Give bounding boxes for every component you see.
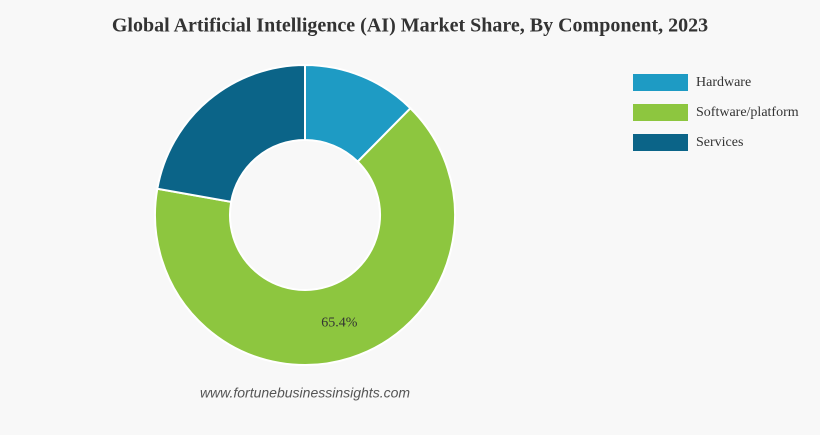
legend-swatch xyxy=(633,104,688,121)
data-label: 65.4% xyxy=(321,315,358,330)
slice xyxy=(154,106,456,366)
legend-swatch xyxy=(633,134,688,151)
legend-label: Services xyxy=(696,135,743,150)
legend-label: Software/platform xyxy=(696,105,799,120)
legend-label: Hardware xyxy=(696,75,751,90)
source: www.fortunebusinessinsights.com xyxy=(200,385,410,401)
legend-swatch xyxy=(633,74,688,91)
chart-title: Global Artificial Intelligence (AI) Mark… xyxy=(112,15,708,37)
slice xyxy=(156,63,306,204)
